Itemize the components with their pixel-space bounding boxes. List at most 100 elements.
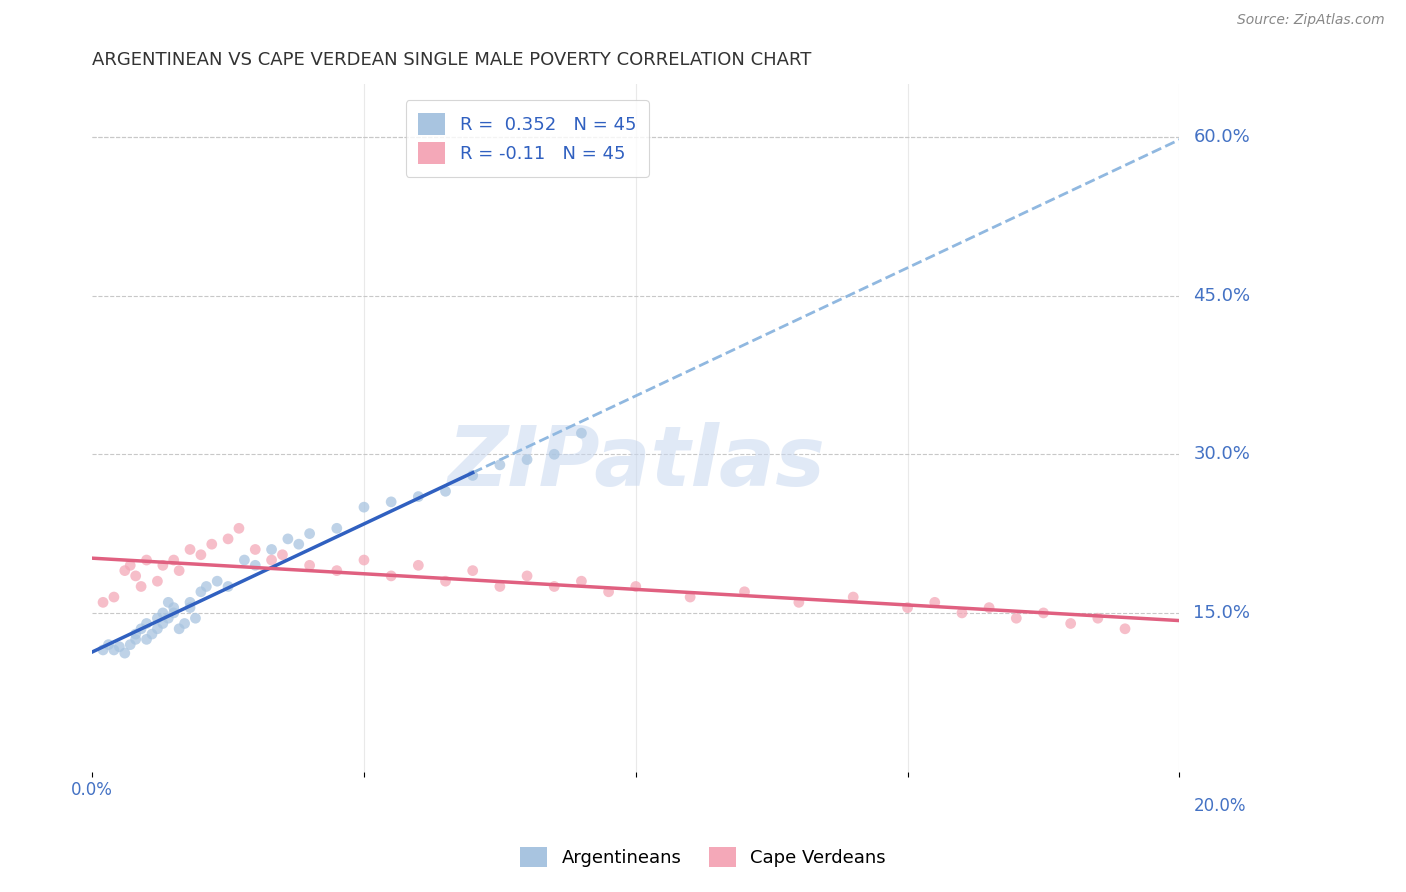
Text: Source: ZipAtlas.com: Source: ZipAtlas.com bbox=[1237, 13, 1385, 28]
Point bbox=[1005, 611, 1028, 625]
Point bbox=[135, 616, 157, 631]
Point bbox=[129, 622, 152, 636]
Point bbox=[287, 537, 309, 551]
Point bbox=[326, 564, 349, 578]
Point bbox=[163, 600, 186, 615]
Point bbox=[979, 600, 1001, 615]
Point bbox=[380, 495, 402, 509]
Point bbox=[124, 632, 146, 647]
Point bbox=[679, 590, 702, 604]
Point bbox=[271, 548, 294, 562]
Point bbox=[897, 600, 920, 615]
Point bbox=[163, 553, 186, 567]
Point bbox=[598, 584, 620, 599]
Text: 30.0%: 30.0% bbox=[1194, 445, 1250, 463]
Point bbox=[461, 564, 484, 578]
Point bbox=[152, 616, 174, 631]
Point bbox=[167, 564, 190, 578]
Point bbox=[245, 542, 267, 557]
Point bbox=[277, 532, 299, 546]
Point bbox=[124, 627, 146, 641]
Point bbox=[146, 622, 169, 636]
Point bbox=[571, 574, 593, 589]
Point bbox=[114, 564, 136, 578]
Text: 20.0%: 20.0% bbox=[1194, 797, 1246, 814]
Point bbox=[228, 521, 250, 535]
Point bbox=[1032, 606, 1054, 620]
Point bbox=[201, 537, 224, 551]
Point bbox=[298, 558, 321, 573]
Point bbox=[543, 579, 565, 593]
Point bbox=[135, 632, 157, 647]
Point bbox=[167, 622, 190, 636]
Point bbox=[353, 500, 375, 515]
Point bbox=[298, 526, 321, 541]
Text: ARGENTINEAN VS CAPE VERDEAN SINGLE MALE POVERTY CORRELATION CHART: ARGENTINEAN VS CAPE VERDEAN SINGLE MALE … bbox=[93, 51, 811, 69]
Point bbox=[326, 521, 349, 535]
Point bbox=[543, 447, 565, 461]
Point bbox=[1114, 622, 1136, 636]
Point bbox=[434, 484, 457, 499]
Point bbox=[217, 579, 239, 593]
Point bbox=[124, 569, 146, 583]
Point bbox=[950, 606, 973, 620]
Point bbox=[120, 638, 142, 652]
Point bbox=[97, 638, 120, 652]
Point bbox=[91, 643, 114, 657]
Point bbox=[489, 579, 512, 593]
Point bbox=[91, 595, 114, 609]
Point bbox=[353, 553, 375, 567]
Point bbox=[184, 611, 207, 625]
Point bbox=[190, 548, 212, 562]
Point bbox=[157, 595, 180, 609]
Point bbox=[1087, 611, 1109, 625]
Point bbox=[103, 643, 125, 657]
Point bbox=[135, 553, 157, 567]
Point bbox=[734, 584, 756, 599]
Point bbox=[489, 458, 512, 472]
Point bbox=[205, 574, 228, 589]
Point bbox=[179, 600, 201, 615]
Point bbox=[157, 611, 180, 625]
Point bbox=[842, 590, 865, 604]
Point bbox=[461, 468, 484, 483]
Point bbox=[434, 574, 457, 589]
Point bbox=[260, 542, 283, 557]
Point bbox=[179, 542, 201, 557]
Point bbox=[179, 595, 201, 609]
Point bbox=[120, 558, 142, 573]
Point bbox=[245, 558, 267, 573]
Point bbox=[152, 606, 174, 620]
Point bbox=[408, 490, 430, 504]
Text: 45.0%: 45.0% bbox=[1194, 286, 1250, 305]
Point bbox=[787, 595, 810, 609]
Point bbox=[114, 646, 136, 660]
Point bbox=[516, 569, 538, 583]
Legend: R =  0.352   N = 45, R = -0.11   N = 45: R = 0.352 N = 45, R = -0.11 N = 45 bbox=[405, 100, 650, 177]
Text: 15.0%: 15.0% bbox=[1194, 604, 1250, 622]
Point bbox=[260, 553, 283, 567]
Text: ZIPatlas: ZIPatlas bbox=[447, 422, 825, 503]
Point bbox=[408, 558, 430, 573]
Point bbox=[108, 640, 131, 654]
Point bbox=[190, 584, 212, 599]
Point bbox=[129, 579, 152, 593]
Point bbox=[571, 426, 593, 441]
Point bbox=[141, 627, 163, 641]
Point bbox=[103, 590, 125, 604]
Point bbox=[173, 616, 195, 631]
Point bbox=[146, 574, 169, 589]
Point bbox=[195, 579, 218, 593]
Point bbox=[233, 553, 256, 567]
Point bbox=[380, 569, 402, 583]
Legend: Argentineans, Cape Verdeans: Argentineans, Cape Verdeans bbox=[513, 839, 893, 874]
Point bbox=[146, 611, 169, 625]
Point bbox=[624, 579, 647, 593]
Point bbox=[152, 558, 174, 573]
Point bbox=[924, 595, 946, 609]
Point bbox=[1059, 616, 1081, 631]
Point bbox=[516, 452, 538, 467]
Point bbox=[217, 532, 239, 546]
Text: 60.0%: 60.0% bbox=[1194, 128, 1250, 146]
Point bbox=[163, 606, 186, 620]
